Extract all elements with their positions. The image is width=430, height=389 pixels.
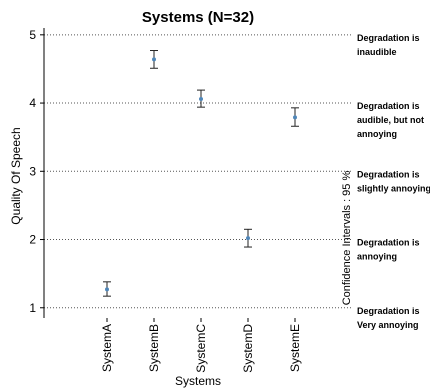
data-point <box>105 287 109 292</box>
x-axis: SystemA SystemB SystemC SystemD SystemE <box>100 318 302 373</box>
degradation-annotation: slightly annoying <box>357 183 430 193</box>
degradation-annotation: inaudible <box>357 47 397 57</box>
error-bars <box>103 50 299 297</box>
x-tick-label: SystemA <box>100 324 114 372</box>
data-points <box>105 57 297 292</box>
x-tick-label: SystemE <box>288 324 302 372</box>
data-point <box>293 115 297 120</box>
data-point <box>152 57 156 62</box>
confidence-interval-label: Confidence Intervals : 95 % <box>341 171 353 306</box>
grid-lines <box>44 34 352 309</box>
y-axis: 1 2 3 4 5 <box>29 28 45 318</box>
degradation-annotation: audible, but not <box>357 115 424 125</box>
chart-title: Systems (N=32) <box>142 9 254 26</box>
y-tick-label: 1 <box>29 301 36 315</box>
degradation-annotation: annoying <box>357 129 397 139</box>
degradation-annotation: annoying <box>357 252 397 262</box>
degradation-annotation: Very annoying <box>357 320 419 330</box>
x-axis-label: Systems <box>175 374 221 388</box>
x-tick-label: SystemD <box>241 324 255 373</box>
y-tick-label: 4 <box>29 96 36 110</box>
x-tick-label: SystemC <box>194 324 208 373</box>
right-annotations: Degradation is inaudible Degradation is aud… <box>357 33 430 330</box>
degradation-annotation: Degradation is <box>357 101 420 111</box>
data-point <box>199 96 203 101</box>
data-point <box>246 236 250 241</box>
x-tick-label: SystemB <box>147 324 161 372</box>
degradation-annotation: Degradation is <box>357 169 420 179</box>
degradation-annotation: Degradation is <box>357 306 420 316</box>
y-axis-label: Quality Of Speech <box>9 127 23 224</box>
degradation-annotation: Degradation is <box>357 238 420 248</box>
y-tick-label: 3 <box>29 164 36 178</box>
degradation-annotation: Degradation is <box>357 33 420 43</box>
y-tick-label: 5 <box>29 28 36 42</box>
y-tick-label: 2 <box>29 233 36 247</box>
